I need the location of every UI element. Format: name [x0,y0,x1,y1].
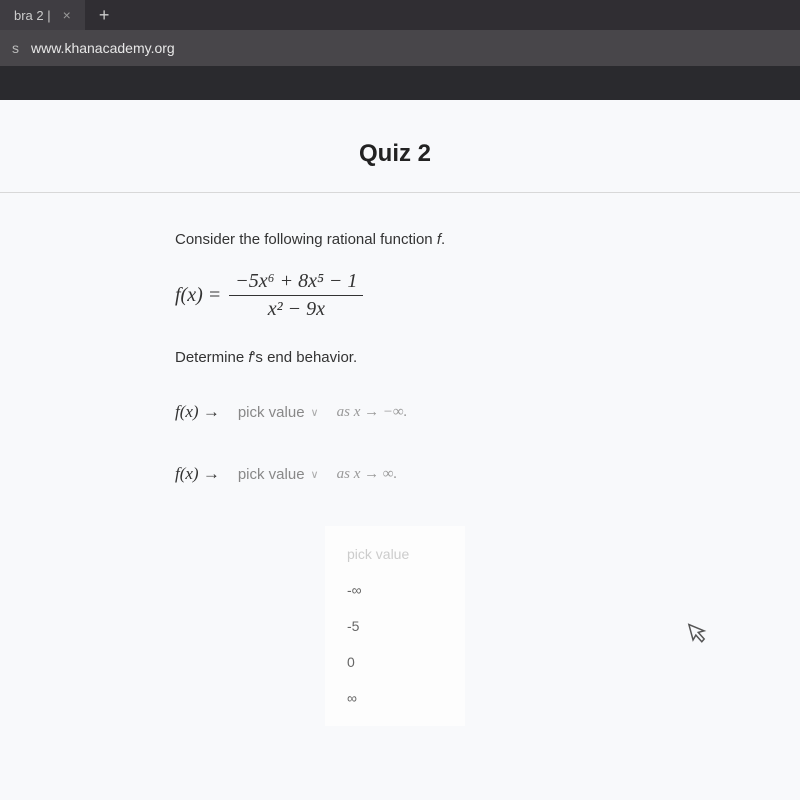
browser-toolbar-strip [0,66,800,100]
question-prompt: Consider the following rational function… [175,231,615,248]
determine-prompt: Determine f's end behavior. [175,349,615,366]
fx-label: f(x) → [175,464,220,484]
numerator: −5x⁶ + 8x⁵ − 1 [229,270,363,296]
as-pos-infinity: as x → ∞. [337,466,398,483]
fx-label: f(x) → [175,402,220,422]
url-bar[interactable]: s www.khanacademy.org [0,30,800,66]
rational-function-formula: f(x) = −5x⁶ + 8x⁵ − 1 x² − 9x [175,270,615,321]
chevron-down-icon: ∨ [311,468,319,481]
url-domain: www.khanacademy.org [31,40,175,56]
browser-tab-bar: bra 2 | × + [0,0,800,30]
quiz-title: Quiz 2 [0,140,800,168]
dropdown-option-zero[interactable]: 0 [325,644,465,680]
end-behavior-row-pos: f(x) → pick value ∨ as x → ∞. [175,464,615,484]
tab-label: bra 2 | [14,8,51,23]
as-neg-infinity: as x → −∞. [337,404,408,421]
dropdown-ghost-label: pick value [325,536,465,572]
page-content: Quiz 2 Consider the following rational f… [0,100,800,800]
new-tab-button[interactable]: + [85,5,124,26]
fraction: −5x⁶ + 8x⁵ − 1 x² − 9x [229,270,363,321]
formula-lhs: f(x) = [175,284,221,307]
url-prefix: s [12,40,19,56]
browser-tab[interactable]: bra 2 | × [0,0,85,30]
dropdown-options: pick value -∞ -5 0 ∞ [325,526,465,726]
dropdown-option-neg-5[interactable]: -5 [325,608,465,644]
pick-value-dropdown-neg[interactable]: pick value ∨ [238,404,319,421]
denominator: x² − 9x [262,296,331,321]
dropdown-option-neg-inf[interactable]: -∞ [325,572,465,608]
question-content: Consider the following rational function… [135,193,655,726]
pick-value-dropdown-pos[interactable]: pick value ∨ [238,466,319,483]
end-behavior-row-neg: f(x) → pick value ∨ as x → −∞. [175,402,615,422]
quiz-header: Quiz 2 [0,100,800,193]
cursor-icon [686,618,713,652]
dropdown-option-pos-inf[interactable]: ∞ [325,680,465,716]
chevron-down-icon: ∨ [311,406,319,419]
close-icon[interactable]: × [63,7,71,23]
